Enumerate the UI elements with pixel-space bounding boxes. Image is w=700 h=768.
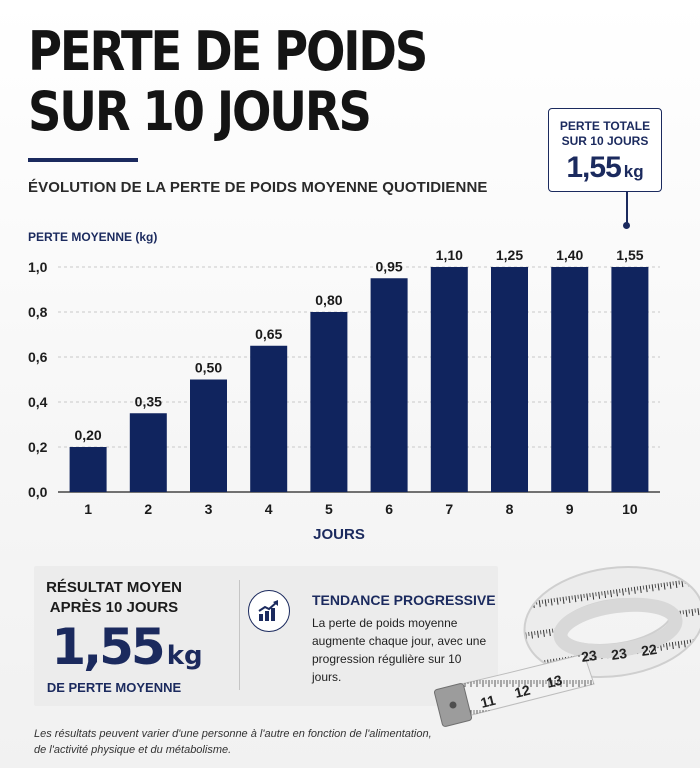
tape-number-1: 11	[479, 692, 497, 711]
bar	[430, 267, 468, 492]
bar	[190, 379, 227, 492]
summary-caption: DE PERTE MOYENNE	[46, 680, 182, 695]
trend-title: TENDANCE PROGRESSIVE	[312, 592, 496, 608]
callout-connector	[626, 192, 628, 224]
data-label: 0,80	[315, 292, 342, 308]
x-tick-label: 7	[445, 501, 453, 517]
bar	[491, 267, 528, 492]
title-line-2: SUR 10 JOURS	[28, 80, 372, 143]
data-label: 1,10	[436, 247, 463, 263]
tape-number-6: 22	[640, 641, 658, 659]
y-tick-label: 0,4	[28, 394, 48, 410]
bar	[129, 413, 167, 492]
callout-number: 1,55	[566, 151, 621, 184]
data-label: 0,95	[375, 258, 402, 274]
chart-subtitle: ÉVOLUTION DE LA PERTE DE POIDS MOYENNE Q…	[28, 179, 488, 196]
data-label: 0,20	[74, 427, 101, 443]
x-axis-label: JOURS	[313, 526, 365, 543]
data-label: 0,35	[135, 393, 162, 409]
title-underline	[28, 158, 138, 162]
disclaimer-text: Les résultats peuvent varier d'une perso…	[34, 728, 432, 756]
x-tick-label: 1	[84, 501, 92, 517]
summary-unit: kg	[166, 641, 203, 671]
tape-number-4: 23	[580, 647, 598, 665]
data-label: 1,55	[616, 247, 643, 263]
callout-connector-dot	[623, 222, 630, 229]
y-tick-label: 1,0	[28, 259, 48, 275]
tape-number-3: 13	[545, 672, 564, 691]
tape-number-5: 23	[610, 645, 628, 663]
x-tick-label: 2	[144, 501, 152, 517]
bar	[551, 267, 589, 492]
x-tick-label: 9	[566, 501, 574, 517]
bar	[310, 312, 348, 492]
x-tick-label: 4	[265, 501, 273, 517]
bar	[250, 345, 288, 492]
data-label: 0,65	[255, 326, 282, 342]
callout-line-2: SUR 10 JOURS	[561, 134, 649, 148]
callout-unit: kg	[623, 162, 644, 181]
page-title: PERTE DE POIDS SUR 10 JOURS	[28, 20, 428, 143]
bar	[69, 447, 107, 492]
data-label: 0,50	[195, 360, 222, 376]
data-label: 1,25	[496, 247, 523, 263]
y-tick-label: 0,6	[28, 349, 48, 365]
x-tick-label: 8	[506, 501, 514, 517]
measuring-tape-illustration: 11 12 13 23 23 22	[434, 565, 700, 727]
x-tick-label: 6	[385, 501, 393, 517]
x-tick-label: 10	[622, 501, 638, 517]
summary-divider	[239, 580, 240, 690]
y-tick-label: 0,2	[28, 439, 48, 455]
summary-value: 1,55 kg	[34, 618, 220, 676]
x-tick-label: 5	[325, 501, 333, 517]
callout-value: 1,55 kg	[549, 151, 661, 185]
y-tick-label: 0,0	[28, 484, 48, 500]
summary-number: 1,55	[51, 618, 165, 676]
total-loss-callout: PERTE TOTALE SUR 10 JOURS 1,55 kg	[548, 108, 662, 192]
trend-chart-icon	[248, 590, 290, 632]
x-tick-label: 3	[205, 501, 213, 517]
data-label: 1,40	[556, 247, 583, 263]
y-tick-label: 0,8	[28, 304, 48, 320]
summary-line-1: RÉSULTAT MOYEN	[46, 579, 182, 596]
title-line-1: PERTE DE POIDS	[28, 20, 428, 83]
summary-line-2: APRÈS 10 JOURS	[49, 599, 179, 616]
bar	[611, 267, 649, 492]
tape-number-2: 12	[513, 682, 532, 701]
bar-chart: 0,0 0,2 0,4 0,6 0,8 1,0 0,20 1 0,35 2 0,50 3 0,65 4 0,…	[28, 247, 660, 543]
y-axis-label: PERTE MOYENNE (kg)	[28, 230, 158, 244]
trend-description: La perte de poids moyenne augmente chaqu…	[312, 616, 487, 684]
callout-line-1: PERTE TOTALE	[559, 119, 651, 133]
summary-panel: RÉSULTAT MOYEN APRÈS 10 JOURS 1,55 kg DE …	[34, 566, 498, 706]
bar	[370, 278, 408, 492]
